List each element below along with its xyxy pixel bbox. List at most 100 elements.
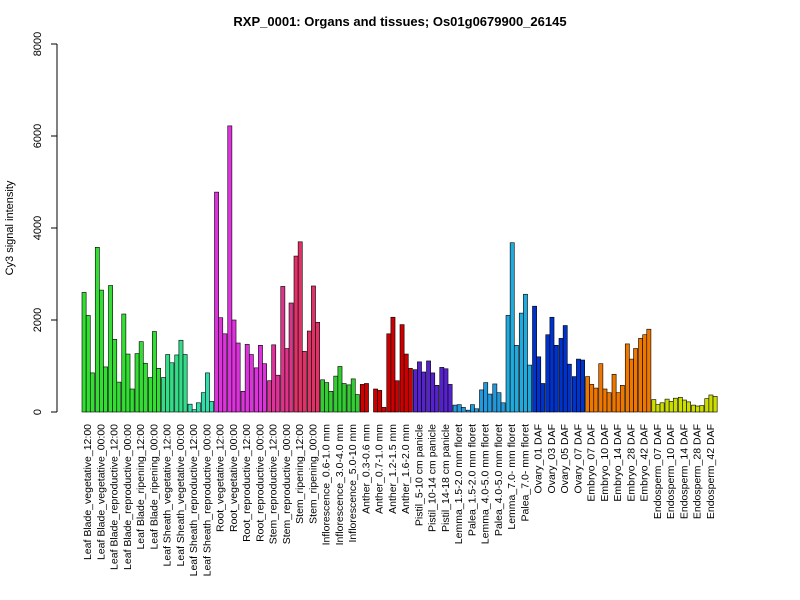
bar	[664, 398, 670, 413]
bar	[85, 315, 91, 413]
bar	[364, 383, 369, 413]
category-label: Endosperm_42 DAF	[705, 424, 717, 519]
bar	[619, 385, 625, 413]
bar	[593, 387, 599, 413]
bar	[346, 384, 352, 413]
bar	[549, 316, 555, 413]
category-label: Lemma_4.0-5.0 mm floret	[480, 424, 492, 544]
category-label: Ovary_01 DAF	[533, 424, 545, 493]
bar	[651, 399, 657, 413]
bar	[532, 305, 537, 413]
bar	[659, 402, 665, 413]
bar	[328, 390, 334, 413]
bar	[430, 372, 436, 413]
bar	[589, 384, 595, 413]
bar	[691, 404, 696, 413]
bar	[452, 404, 458, 413]
bar	[699, 405, 705, 413]
bar	[386, 333, 392, 413]
bar	[443, 368, 449, 413]
bar	[187, 403, 193, 413]
category-label: Embryo_28 DAF	[625, 424, 637, 502]
bar	[576, 358, 581, 413]
bar	[399, 324, 405, 413]
bar	[125, 353, 131, 413]
bar	[165, 354, 171, 413]
category-label: Palea_1.5-2.0 mm floret	[466, 424, 478, 536]
bar	[381, 407, 387, 413]
bars-group	[81, 125, 718, 413]
bar	[240, 390, 246, 413]
bar	[505, 315, 511, 413]
bar	[465, 409, 471, 413]
category-label: Embryo_07 DAF	[586, 424, 598, 502]
category-label: Palea_7.0- mm floret	[519, 424, 531, 522]
bar	[324, 382, 330, 413]
bar	[394, 380, 400, 413]
bar	[103, 366, 108, 413]
bar	[470, 404, 475, 413]
bar	[655, 404, 661, 413]
bar	[200, 392, 206, 413]
category-label: Lemma_1.5-2.0 mm floret	[453, 424, 465, 544]
bar	[244, 344, 250, 413]
bar	[108, 285, 113, 413]
category-label: Inflorescence_3.0-4.0 mm	[334, 424, 346, 546]
category-label: Leaf Blade_ripening_00:00	[148, 424, 160, 550]
bar	[598, 363, 604, 413]
bar	[214, 191, 219, 413]
bar	[646, 328, 652, 413]
bar	[195, 402, 201, 413]
bar	[288, 302, 294, 413]
category-label: Endosperm_28 DAF	[692, 424, 704, 519]
category-label: Pistil_5-10 cm panicle	[413, 424, 425, 526]
y-tick-label: 6000	[32, 124, 44, 148]
bar	[377, 390, 383, 413]
category-label: Endosperm_07 DAF	[652, 424, 664, 519]
category-label: Lemma_7.0- mm floret	[506, 424, 518, 530]
bar	[121, 313, 127, 413]
bar	[611, 373, 617, 413]
bar	[320, 379, 325, 413]
bar	[518, 312, 524, 413]
bar	[182, 354, 188, 413]
bar	[271, 344, 277, 413]
category-label: Leaf Blade_reproductive_12:00	[109, 424, 121, 570]
bar	[677, 396, 683, 413]
bar	[81, 292, 87, 413]
bar	[536, 356, 542, 413]
bar	[558, 338, 564, 413]
bar	[434, 385, 440, 413]
bar	[672, 397, 678, 413]
bar	[297, 241, 303, 413]
bar	[248, 354, 254, 413]
y-tick-label: 4000	[32, 216, 44, 240]
category-label: Stem_ripening_12:00	[294, 424, 306, 524]
bar	[708, 394, 714, 413]
category-label: Leaf Sheath_reproductive_00:00	[201, 424, 213, 577]
category-label: Stem_ripening_00:00	[307, 424, 319, 524]
y-tick-label: 2000	[32, 308, 44, 332]
bar	[439, 367, 445, 413]
category-label: Embryo_14 DAF	[612, 424, 624, 502]
bar	[540, 383, 546, 413]
bar	[333, 375, 339, 413]
category-label: Embryo_10 DAF	[599, 424, 611, 502]
bar	[407, 367, 413, 413]
bar	[116, 381, 122, 413]
category-label: Leaf Blade_vegetative_12:00	[82, 424, 94, 560]
bar	[496, 392, 502, 413]
category-label: Leaf Blade_reproductive_00:00	[122, 424, 134, 570]
category-label: Anther_0.7-1.0 mm	[374, 424, 386, 514]
bar	[178, 339, 184, 413]
category-label: Pistil_14-18 cm panicle	[440, 424, 452, 532]
bar	[218, 317, 224, 413]
bar	[624, 343, 630, 413]
bar	[222, 333, 228, 413]
bar	[633, 348, 638, 413]
bar	[350, 378, 356, 413]
bar	[479, 389, 484, 413]
category-label: Leaf Blade_vegetative_00:00	[95, 424, 107, 560]
y-axis-label: Cy3 signal intensity	[4, 180, 16, 275]
